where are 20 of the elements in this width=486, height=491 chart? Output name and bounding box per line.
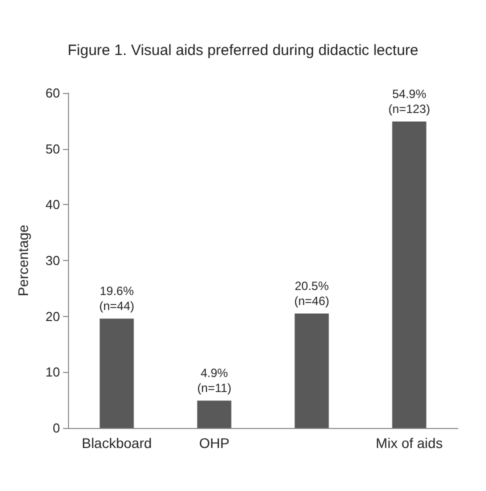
x-tick-label: Mix of aids bbox=[376, 435, 443, 451]
bar bbox=[197, 400, 232, 428]
y-tick-label: 0 bbox=[52, 420, 60, 436]
data-label: 19.6% (n=44) bbox=[99, 284, 134, 314]
bar bbox=[100, 318, 134, 428]
data-label: 4.9% (n=11) bbox=[197, 366, 232, 396]
y-tick-label: 30 bbox=[46, 253, 60, 268]
chart-title: Figure 1. Visual aids preferred during didactic lecture bbox=[68, 42, 418, 59]
y-axis-title: Percentage bbox=[15, 224, 31, 296]
x-tick-label: OHP bbox=[199, 435, 230, 451]
y-tick-label: 10 bbox=[46, 364, 60, 380]
data-label: 20.5% (n=46) bbox=[294, 279, 330, 308]
bar bbox=[294, 314, 329, 428]
y-tick-label: 20 bbox=[46, 308, 60, 324]
y-tick-label: 50 bbox=[46, 141, 60, 156]
x-tick-label: Blackboard bbox=[82, 435, 152, 451]
y-tick-label: 40 bbox=[46, 197, 60, 212]
data-label: 54.9% (n=123) bbox=[388, 86, 430, 116]
y-tick-label: 60 bbox=[46, 86, 60, 100]
bar bbox=[392, 121, 426, 428]
